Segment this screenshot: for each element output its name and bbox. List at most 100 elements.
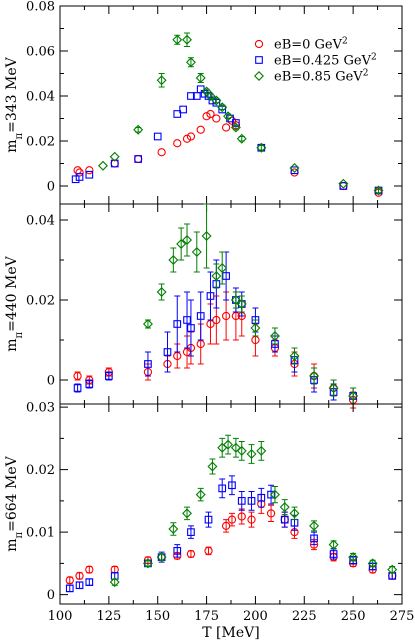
y-tick-label: 0.04 (26, 214, 55, 229)
y-axis-label: mπ=664 MeV (4, 455, 25, 551)
x-tick-label: 100 (48, 609, 73, 624)
data-point-square (339, 182, 348, 190)
data-point-diamond (109, 577, 120, 588)
data-point-diamond (182, 34, 193, 45)
series-diamond (109, 434, 398, 588)
data-point-circle (73, 371, 82, 381)
data-point-circle (186, 549, 196, 559)
data-point-diamond (109, 151, 120, 162)
y-tick-label: 0.02 (26, 463, 55, 478)
data-point-diamond (172, 34, 183, 45)
data-point-circle (204, 546, 213, 556)
data-point-diamond (387, 564, 398, 575)
data-point-square (85, 380, 94, 388)
data-point-diamond (98, 160, 108, 171)
data-point-square (374, 186, 383, 195)
data-point-square (134, 155, 143, 163)
data-point-diamond (269, 489, 280, 500)
data-point-diamond (207, 461, 218, 472)
x-tick-label: 275 (390, 609, 415, 624)
y-tick-label: 0.02 (26, 294, 55, 309)
data-point-square (144, 360, 152, 368)
data-point-diamond (133, 124, 144, 135)
data-point-diamond (348, 391, 359, 401)
y-tick-label: 0.06 (26, 45, 55, 60)
data-point-square (183, 316, 191, 324)
data-point-square (247, 497, 256, 505)
data-point-square (290, 166, 299, 175)
data-point-circle (254, 39, 264, 49)
data-point-diamond (236, 133, 247, 144)
data-point-circle (237, 512, 246, 521)
data-point-square (204, 515, 213, 524)
y-tick-label: 0.03 (26, 401, 55, 416)
data-point-square (85, 170, 94, 179)
data-point-square (208, 96, 217, 105)
data-point-diamond (289, 351, 300, 361)
data-point-square (192, 92, 201, 100)
data-point-diamond (338, 178, 349, 189)
data-point-square (75, 173, 84, 181)
data-point-diamond (348, 552, 359, 563)
data-point-diamond (230, 122, 241, 133)
y-tick-label: 0 (47, 588, 55, 603)
x-tick-label: 150 (145, 609, 170, 624)
data-point-square (85, 578, 94, 586)
data-point-square (204, 92, 213, 100)
data-point-square (173, 547, 182, 555)
data-point-diamond (328, 539, 339, 550)
data-point-diamond (156, 75, 167, 86)
data-point-diamond (254, 71, 264, 81)
data-point-circle (75, 571, 84, 581)
x-tick-label: 175 (194, 609, 219, 624)
data-point-diamond (211, 95, 222, 106)
data-point-diamond (156, 287, 167, 297)
y-axis-label: mπ=343 MeV (4, 56, 25, 152)
data-point-square (187, 324, 195, 332)
data-point-circle (85, 565, 94, 574)
series-diamond (142, 203, 359, 405)
data-point-square (153, 132, 162, 141)
data-point-square (237, 497, 246, 505)
data-point-square (196, 312, 205, 320)
data-point-diamond (236, 445, 247, 456)
data-point-circle (134, 154, 143, 164)
data-point-diamond (201, 231, 212, 241)
data-point-circle (247, 515, 256, 524)
legend-label: eB=0 GeV2 (274, 37, 348, 53)
y-tick-label: 0.02 (26, 135, 55, 150)
data-point-square (228, 481, 236, 490)
data-point-diamond (246, 449, 257, 459)
data-point-circle (266, 509, 276, 518)
plot-frame (59, 5, 403, 205)
data-point-square (218, 484, 227, 493)
data-point-square (71, 175, 80, 184)
data-point-circle (157, 148, 166, 157)
x-tick-label: 125 (96, 609, 121, 624)
data-point-diamond (367, 558, 378, 569)
series-circle (73, 109, 383, 197)
data-point-circle (212, 114, 221, 123)
data-point-square (280, 515, 289, 524)
data-point-square (105, 372, 113, 380)
data-point-square (75, 581, 84, 590)
data-point-diamond (168, 524, 179, 534)
data-point-circle (221, 123, 231, 132)
data-point-diamond (279, 502, 290, 513)
y-tick-label: 0.08 (26, 0, 55, 15)
data-point-square (257, 143, 266, 152)
panel-3: 0 0.01 0.02 0.03 mπ=664 MeV 100 125 150 175 200 22… (4, 401, 414, 640)
data-point-circle (227, 515, 237, 524)
data-point-square (65, 584, 74, 593)
data-point-square (187, 92, 195, 100)
data-point-diamond (142, 558, 153, 569)
series-square (71, 85, 383, 195)
data-point-square (163, 348, 172, 356)
data-point-diamond (156, 552, 167, 563)
data-point-diamond (195, 73, 206, 83)
data-point-diamond (309, 371, 320, 381)
x-tick-label: 200 (243, 609, 268, 624)
data-point-square (206, 292, 215, 300)
data-point-diamond (250, 323, 261, 333)
